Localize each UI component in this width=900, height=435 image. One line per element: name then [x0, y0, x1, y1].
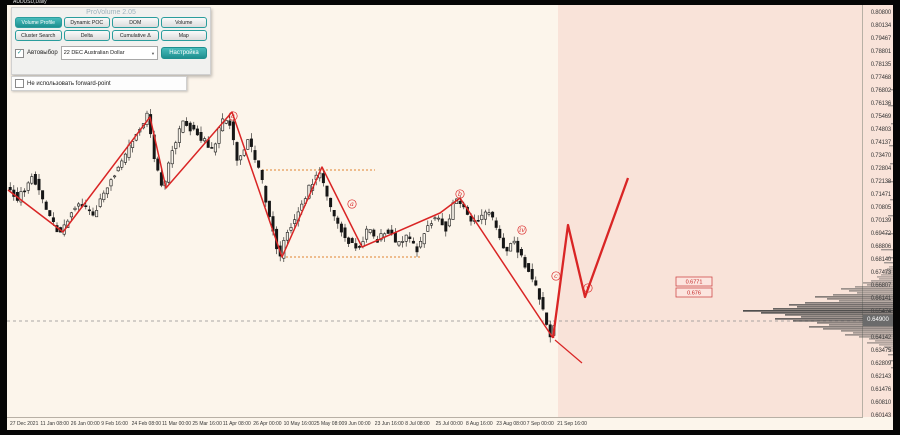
price-axis-label: 0.70805 — [870, 205, 891, 211]
price-axis-label: 0.70139 — [870, 218, 891, 224]
price-axis-label: 0.62143 — [870, 374, 891, 380]
time-axis-label: 23 Aug 08:00 — [496, 421, 526, 427]
panel-button-dynamic-poc[interactable]: Dynamic POC — [63, 17, 110, 28]
panel-button-dom[interactable]: DOM — [112, 17, 159, 28]
time-axis-label: 24 Feb 08:00 — [131, 421, 162, 427]
price-axis-label: 0.78801 — [870, 49, 891, 55]
time-axis-label: 7 Sep 00:00 — [526, 421, 554, 427]
price-axis-label: 0.60143 — [870, 413, 891, 419]
price-axis-label: 0.72138 — [870, 179, 891, 185]
time-axis-label: 26 Apr 00:00 — [253, 421, 282, 427]
price-axis-label: 0.74137 — [870, 140, 891, 146]
panel-button-volume-profile[interactable]: Volume Profile — [15, 17, 62, 28]
chart-area[interactable]: a a b iv c v 0.6771 0.676 0.80800 0.80134 0.79467… — [7, 5, 893, 430]
price-axis-label: 0.79467 — [870, 36, 891, 42]
price-axis-label: 0.66807 — [870, 283, 891, 289]
time-axis-label: 8 Aug 16:00 — [466, 421, 493, 427]
time-axis[interactable]: 27 Dec 2021 11 Jan 08:00 26 Jan 00:00 9 Feb… — [7, 417, 863, 431]
price-axis-label: 0.71471 — [870, 192, 891, 198]
price-chart: a a b iv c v 0.6771 0.676 — [7, 109, 893, 364]
panel-button-map[interactable]: Map — [160, 30, 207, 41]
price-axis-label: 0.64142 — [870, 335, 891, 341]
price-axis-label: 0.60810 — [870, 400, 891, 406]
price-axis-label: 0.80134 — [870, 23, 891, 29]
price-axis-label: 0.76136 — [870, 101, 891, 107]
autoselect-checkbox[interactable]: ✓ — [15, 48, 24, 58]
price-axis-label: 0.68140 — [870, 257, 891, 263]
instrument-dropdown[interactable]: 22 DEC Australian Dollar ▼ — [60, 46, 158, 60]
panel-button-row-2: Cluster Search Delta Cumulative Δ Map — [12, 29, 210, 42]
time-axis-label: 10 May 16:00 — [283, 421, 314, 427]
price-axis-label: 0.61476 — [870, 387, 891, 393]
price-axis-label: 0.69472 — [870, 231, 891, 237]
svg-text:b: b — [458, 190, 462, 198]
panel-button-cluster-search[interactable]: Cluster Search — [15, 30, 62, 41]
panel-row-3: ✓ Автовыбор 22 DEC Australian Dollar ▼ Н… — [12, 42, 210, 60]
price-axis-label: 0.72804 — [870, 166, 891, 172]
price-axis-label: 0.66141 — [870, 296, 891, 302]
price-axis-label: 0.68806 — [870, 244, 891, 250]
price-axis[interactable]: 0.80800 0.80134 0.79467 0.78801 0.78135 0.774… — [862, 5, 893, 419]
panel-button-volume[interactable]: Volume — [160, 17, 207, 28]
time-axis-label: 27 Dec 2021 — [10, 421, 39, 427]
price-axis-label: 0.73470 — [870, 153, 891, 159]
svg-text:0.676: 0.676 — [687, 291, 701, 297]
price-axis-label: 0.77468 — [870, 75, 891, 81]
price-axis-label: 0.62809 — [870, 361, 891, 367]
time-axis-label: 9 Feb 16:00 — [101, 421, 128, 427]
panel-button-cumulative[interactable]: Cumulative Δ — [112, 30, 159, 41]
price-axis-label: 0.74803 — [870, 127, 891, 133]
svg-text:a: a — [350, 200, 354, 208]
instrument-dropdown-value: 22 DEC Australian Dollar — [63, 50, 125, 56]
forward-point-strip: Не использовать forward-point — [11, 76, 187, 91]
time-axis-label: 11 Apr 08:00 — [222, 421, 251, 427]
svg-text:0.6771: 0.6771 — [686, 280, 703, 286]
svg-text:iv: iv — [519, 226, 525, 234]
forward-point-label: Не использовать forward-point — [27, 80, 111, 87]
provolume-panel: ProVolume 2.05 Volume Profile Dynamic POC… — [11, 7, 211, 75]
panel-title: ProVolume 2.05 — [86, 9, 136, 16]
price-axis-label: 0.76802 — [870, 88, 891, 94]
svg-text:a: a — [231, 112, 235, 120]
price-axis-label: 0.80800 — [870, 10, 891, 16]
price-axis-label: 0.75469 — [870, 114, 891, 120]
panel-button-row-1: Volume Profile Dynamic POC DOM Volume — [12, 16, 210, 29]
svg-text:c: c — [554, 272, 558, 280]
svg-text:v: v — [586, 284, 590, 292]
time-axis-label: 11 Jan 08:00 — [40, 421, 69, 427]
settings-button[interactable]: Настройка — [161, 47, 207, 59]
symbol-label: AUDUSD,Daily — [13, 0, 47, 5]
time-axis-label: 9 Jun 00:00 — [344, 421, 371, 427]
chevron-down-icon: ▼ — [151, 50, 155, 56]
time-axis-label: 25 May 08:00 — [314, 421, 345, 427]
panel-button-delta[interactable]: Delta — [63, 30, 110, 41]
current-price-box: 0.64900 — [863, 315, 893, 326]
time-axis-label: 8 Jul 08:00 — [405, 421, 430, 427]
time-axis-label: 25 Mar 16:00 — [192, 421, 222, 427]
time-axis-label: 25 Jul 00:00 — [435, 421, 463, 427]
time-axis-label: 21 Sep 16:00 — [557, 421, 587, 427]
price-axis-label: 0.63475 — [870, 348, 891, 354]
forecast-zone — [558, 5, 893, 417]
time-axis-label: 11 Mar 00:00 — [162, 421, 192, 427]
forward-point-checkbox[interactable] — [15, 79, 24, 88]
time-axis-label: 23 Jun 16:00 — [374, 421, 404, 427]
price-axis-label: 0.67473 — [870, 270, 891, 276]
time-axis-label: 26 Jan 00:00 — [70, 421, 100, 427]
autoselect-label: Автовыбор — [27, 50, 58, 56]
price-axis-label: 0.78135 — [870, 62, 891, 68]
